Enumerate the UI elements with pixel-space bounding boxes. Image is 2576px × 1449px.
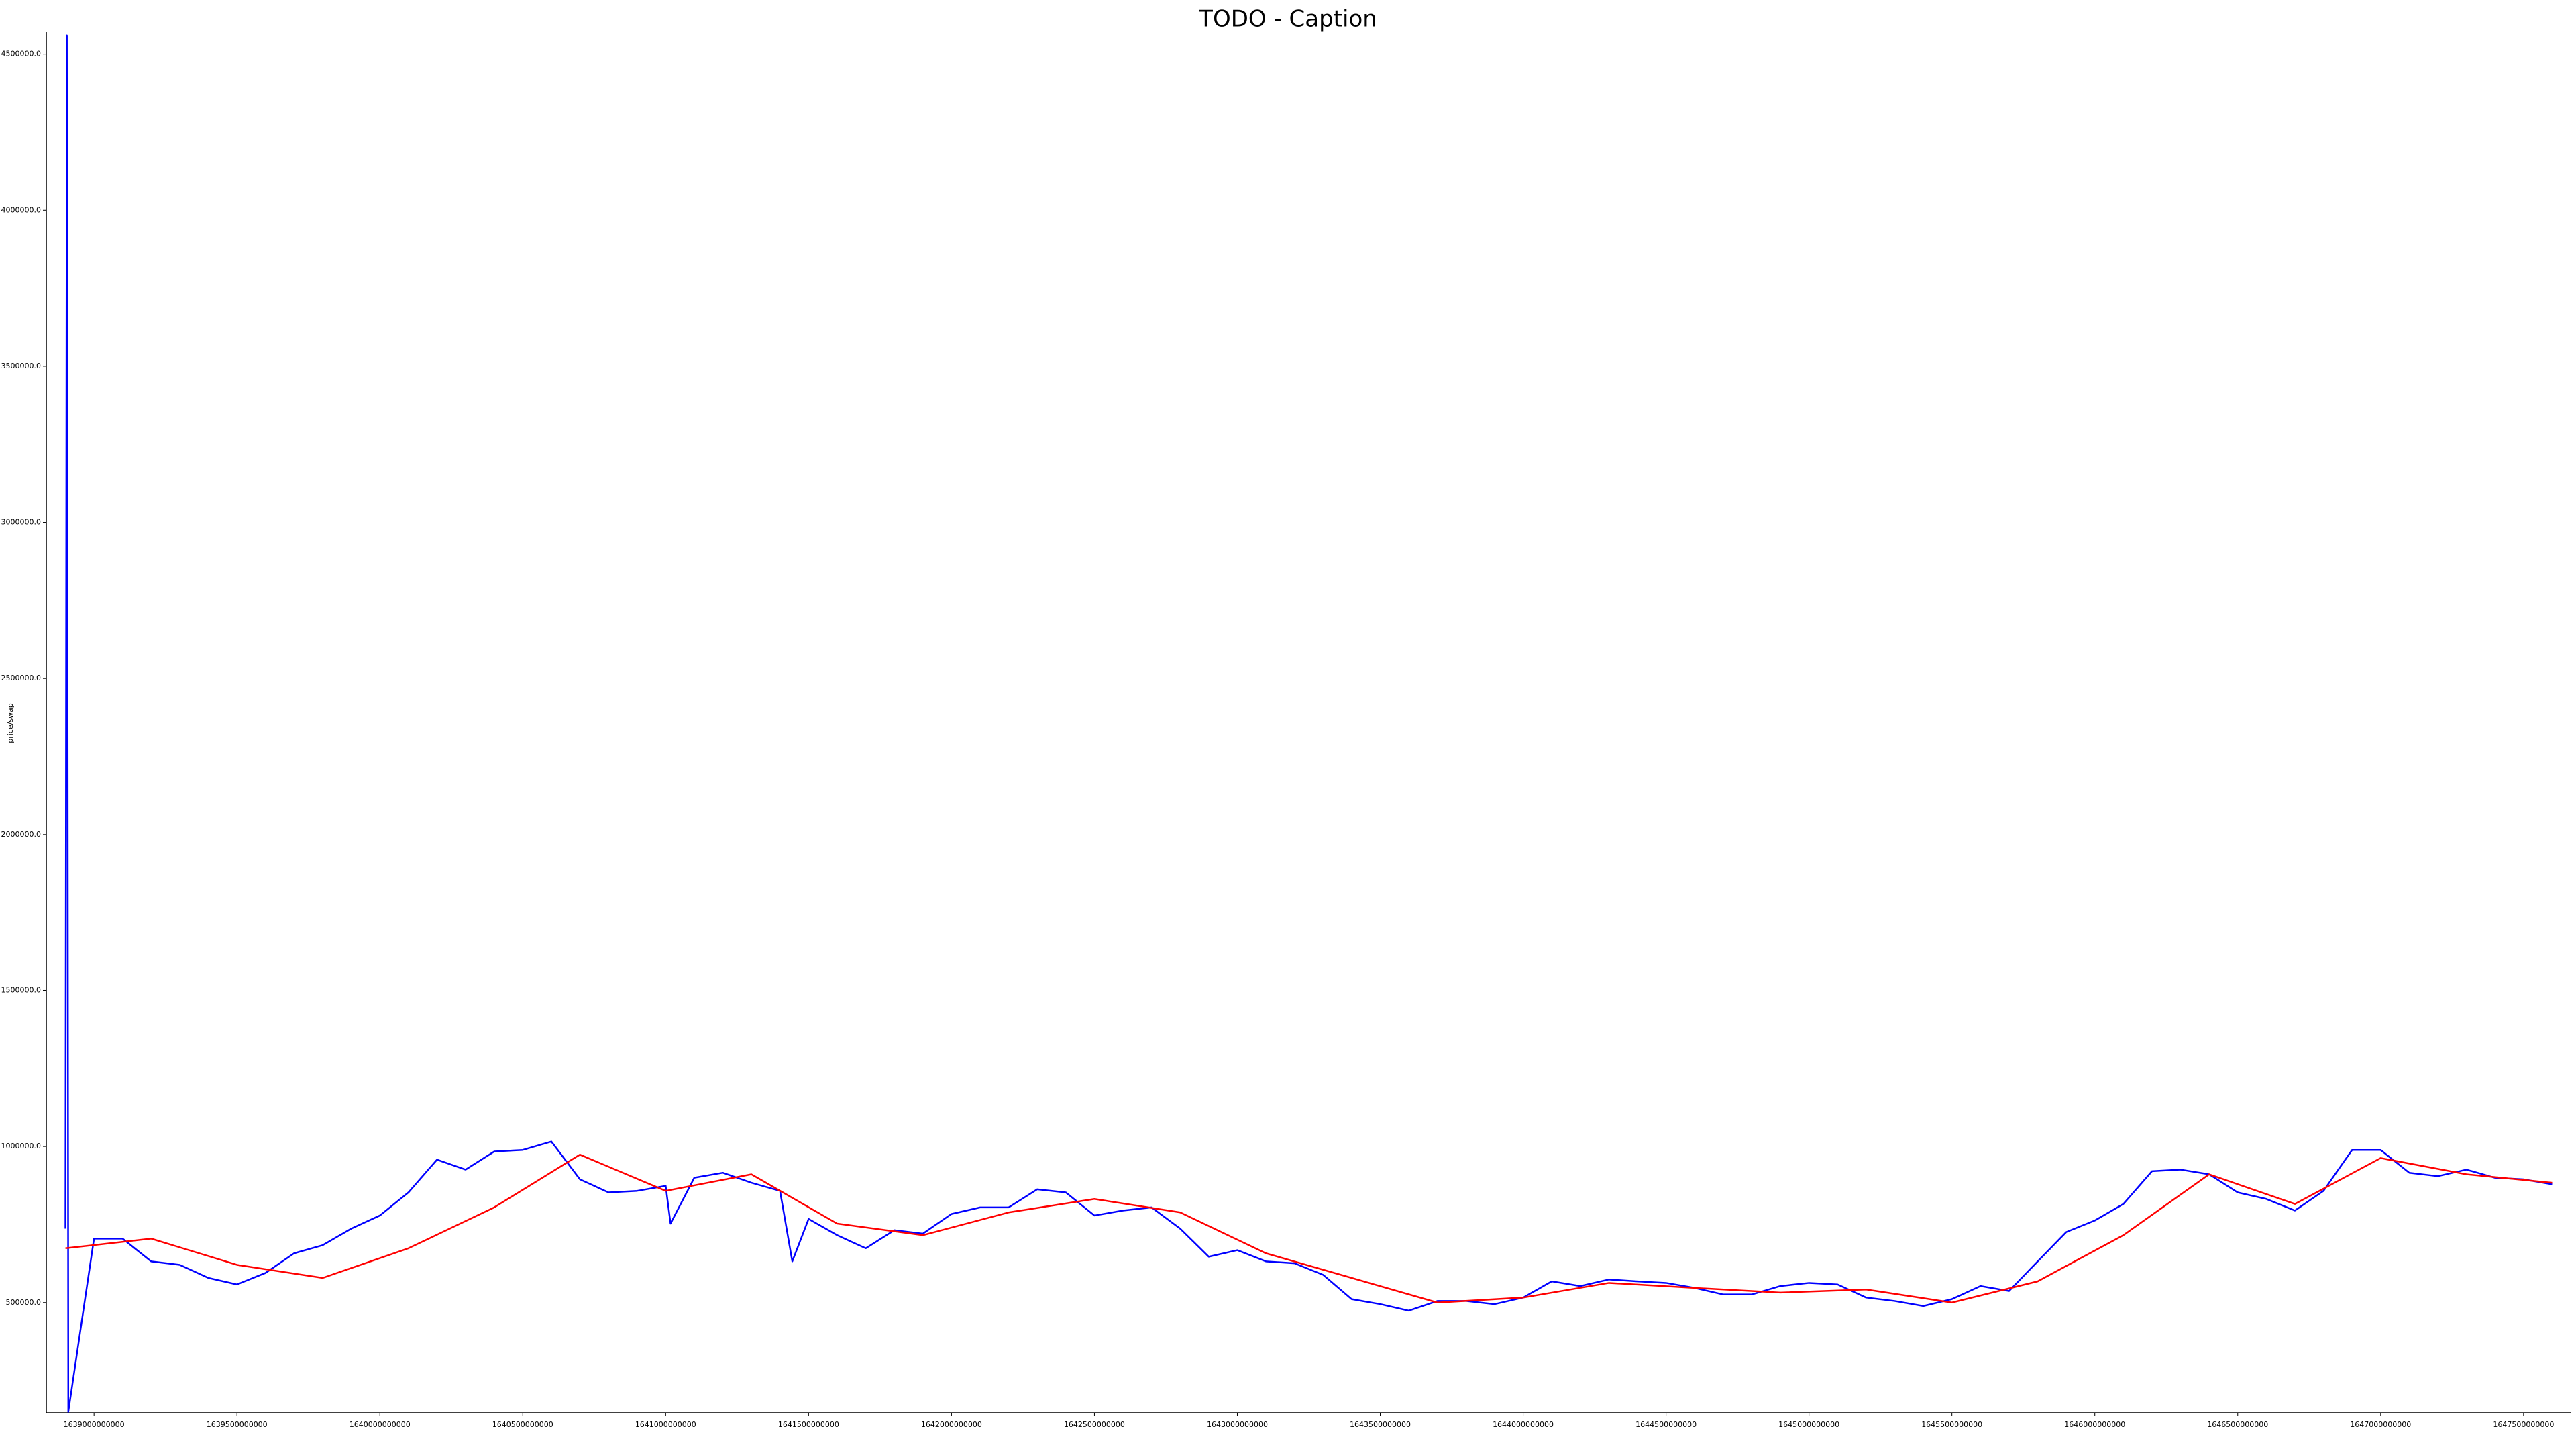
x-tick-label: 1642500000000 — [1064, 1420, 1125, 1429]
x-tick-label: 1641500000000 — [778, 1420, 839, 1429]
y-tick-label: 1500000.0 — [1, 985, 42, 994]
y-tick-label: 3500000.0 — [1, 362, 42, 370]
x-tick-label: 1642000000000 — [921, 1420, 982, 1429]
x-tick-label: 1641000000000 — [635, 1420, 696, 1429]
series-line — [65, 1153, 2553, 1304]
y-tick-label: 4500000.0 — [1, 50, 42, 58]
y-tick-label: 500000.0 — [6, 1298, 42, 1307]
x-tick-label: 1640500000000 — [492, 1420, 553, 1429]
x-tick-label: 1647000000000 — [2350, 1420, 2411, 1429]
y-axis-label: price/swap — [6, 703, 15, 743]
y-tick-label: 3000000.0 — [1, 518, 42, 527]
x-tick-label: 1647500000000 — [2493, 1420, 2554, 1429]
x-tick-label: 1646500000000 — [2207, 1420, 2268, 1429]
y-tick-label: 4000000.0 — [1, 205, 42, 214]
chart-title: TODO - Caption — [1198, 6, 1377, 33]
x-tick-label: 1643000000000 — [1207, 1420, 1268, 1429]
x-tick-label: 1644000000000 — [1493, 1420, 1554, 1429]
x-tick-label: 1644500000000 — [1635, 1420, 1697, 1429]
x-tick-label: 1639000000000 — [64, 1420, 125, 1429]
x-tick-label: 1639500000000 — [207, 1420, 268, 1429]
x-tick-label: 1645500000000 — [1921, 1420, 1982, 1429]
y-tick-label: 1000000.0 — [1, 1142, 42, 1150]
y-tick-label: 2500000.0 — [1, 674, 42, 682]
x-tick-label: 1643500000000 — [1350, 1420, 1411, 1429]
y-tick-label: 2000000.0 — [1, 830, 42, 839]
x-tick-label: 1646000000000 — [2064, 1420, 2125, 1429]
x-tick-label: 1640000000000 — [350, 1420, 411, 1429]
series-line — [64, 34, 2553, 1413]
x-tick-label: 1645000000000 — [1778, 1420, 1839, 1429]
